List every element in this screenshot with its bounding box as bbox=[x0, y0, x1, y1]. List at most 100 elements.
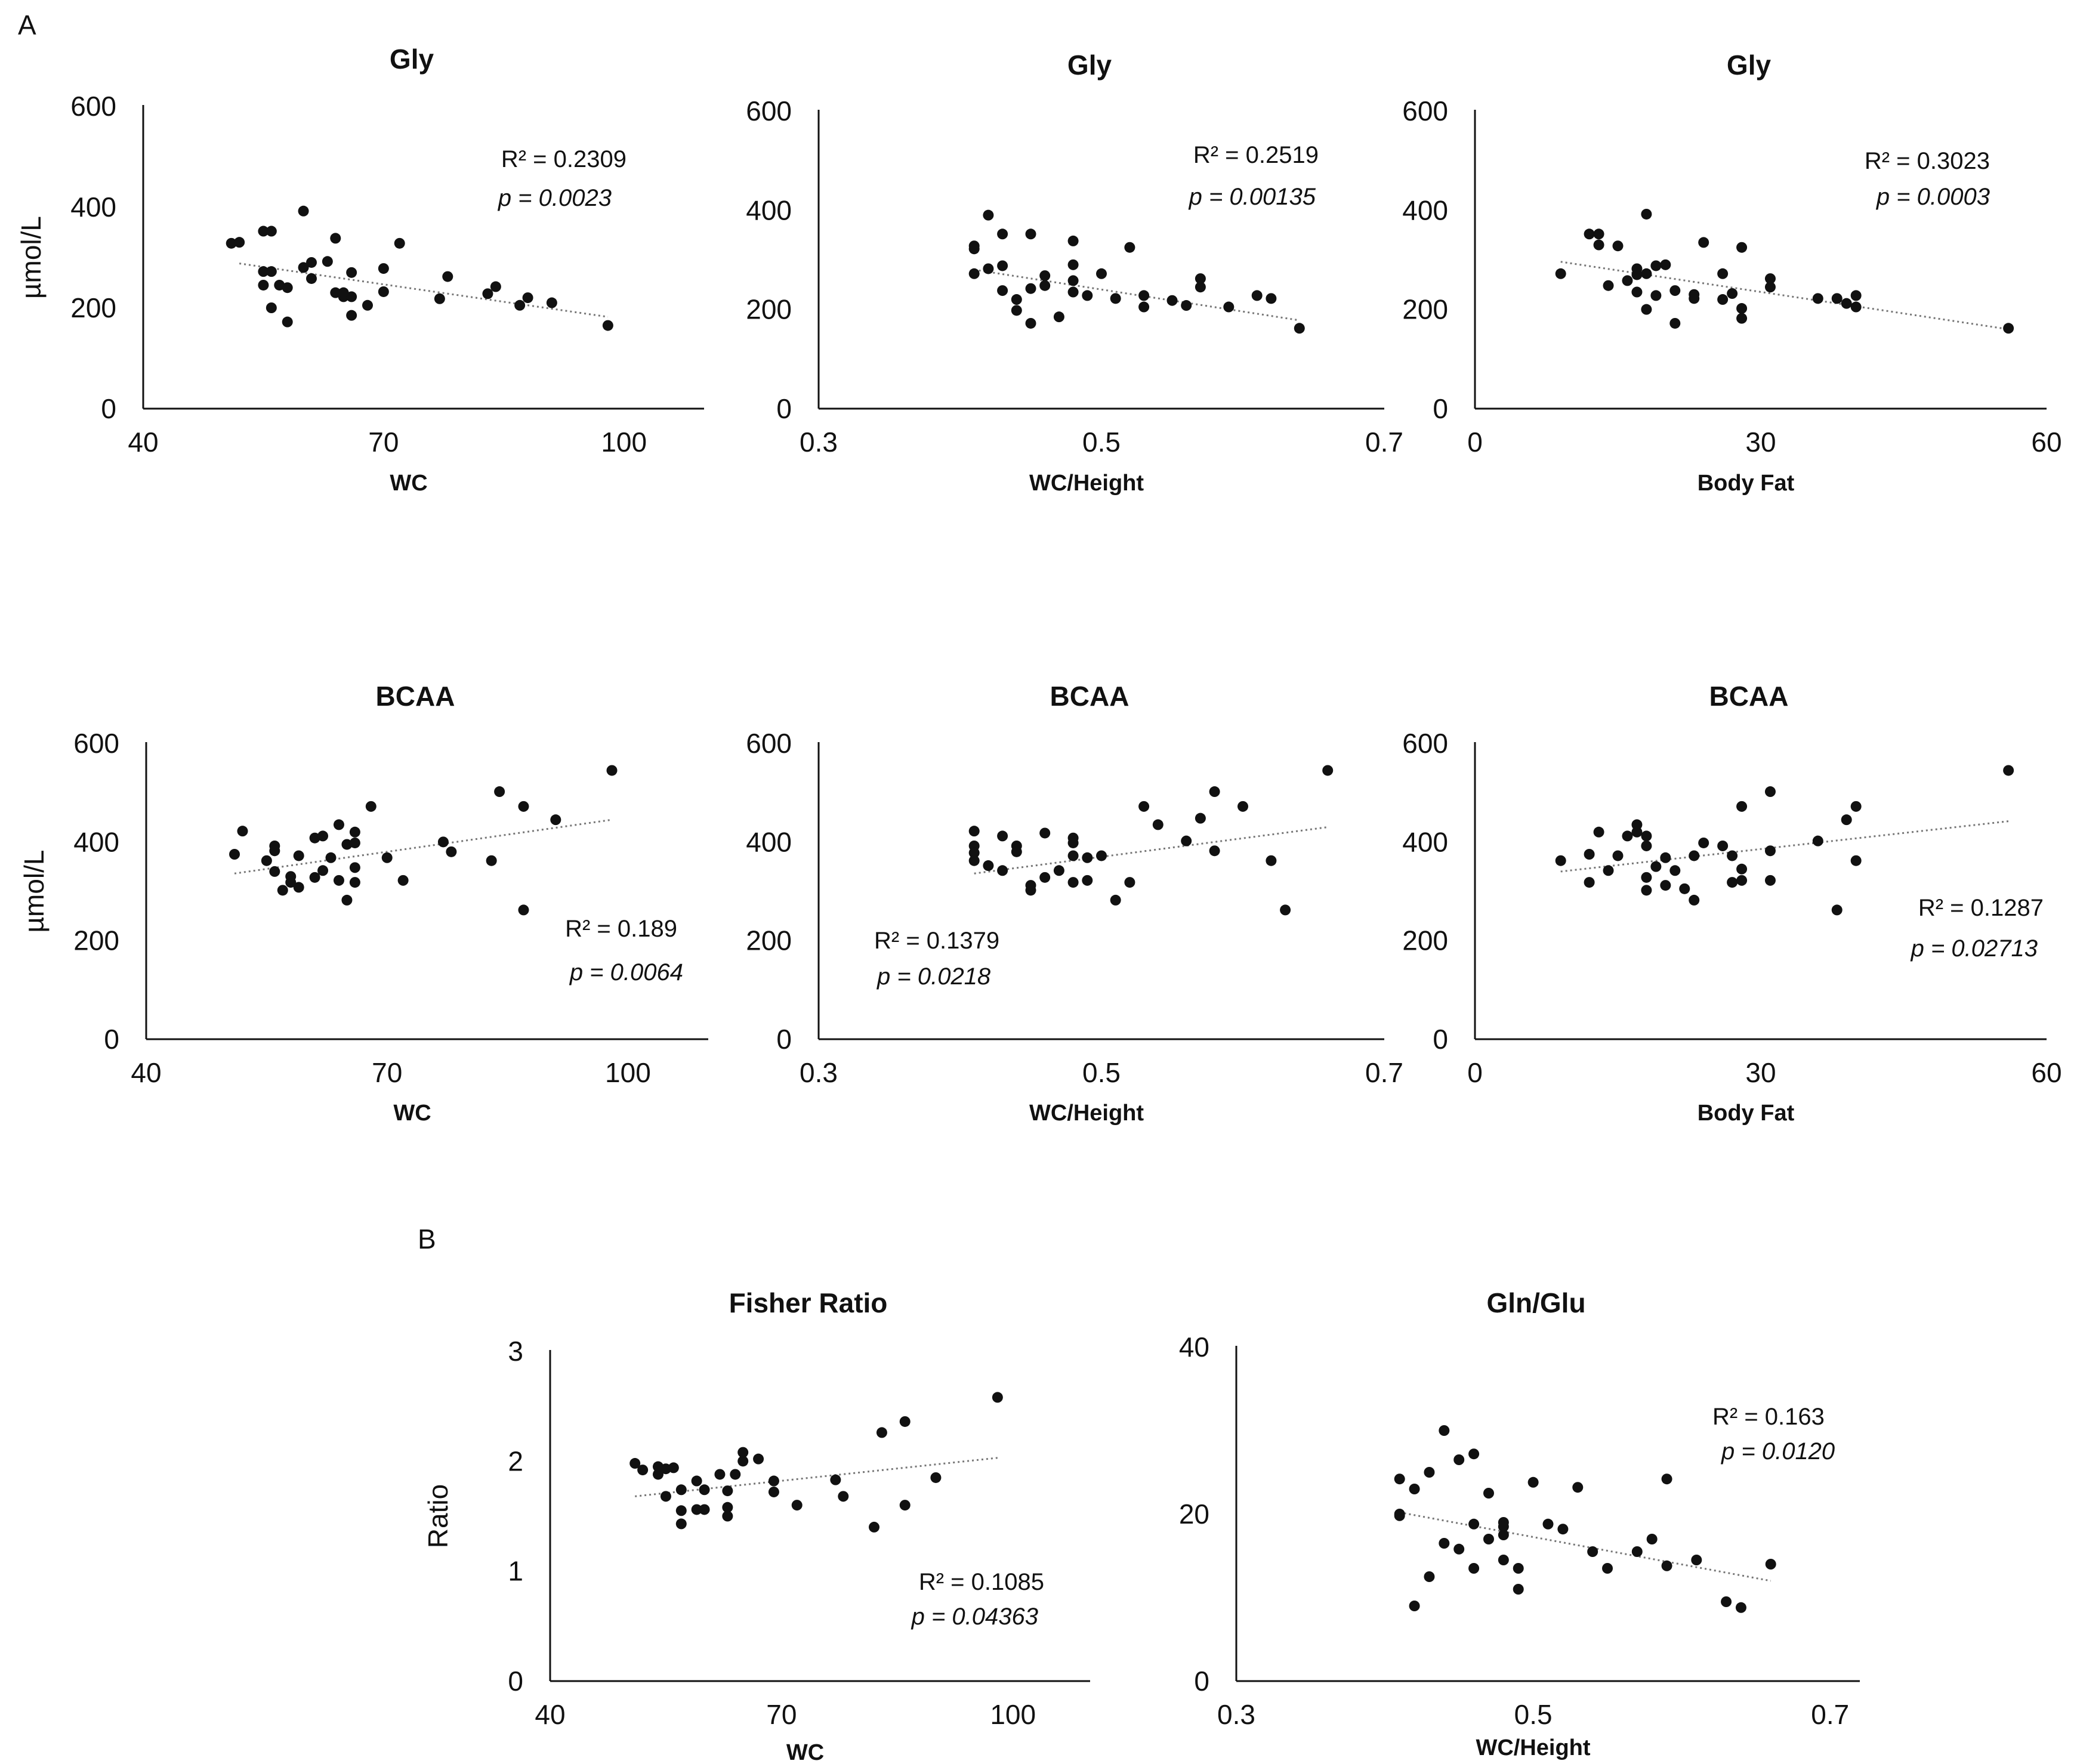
data-point bbox=[365, 801, 376, 812]
chart-title: BCAA bbox=[376, 681, 455, 712]
data-point bbox=[997, 830, 1008, 842]
data-point bbox=[876, 1427, 887, 1438]
data-point bbox=[1641, 304, 1652, 315]
x-axis-label: WC/Height bbox=[1476, 1735, 1590, 1760]
data-point bbox=[229, 849, 240, 860]
data-point bbox=[1727, 850, 1738, 861]
y-tick-label: 600 bbox=[746, 728, 792, 759]
data-point bbox=[494, 786, 505, 798]
data-point bbox=[602, 320, 613, 331]
data-point bbox=[1483, 1534, 1494, 1544]
data-point bbox=[322, 256, 333, 267]
scatter-chart-7: Fisher Ratio WC Ratio 0 1 2 3 40 70 100 R² = 0.108… bbox=[422, 1287, 1090, 1764]
data-point bbox=[285, 871, 297, 882]
data-point bbox=[514, 299, 526, 311]
data-point bbox=[1542, 1518, 1554, 1530]
data-point bbox=[1764, 273, 1776, 285]
data-point bbox=[397, 875, 409, 886]
data-point bbox=[1584, 877, 1595, 888]
scatter-chart-4: BCAA WC µmol/L 0 200 400 600 40 70 100 R² = 0.189 p… bbox=[18, 681, 708, 1126]
data-point bbox=[699, 1484, 710, 1496]
p-value-annotation: p = 0.02713 bbox=[1911, 935, 2038, 962]
data-point bbox=[1736, 863, 1748, 875]
data-point bbox=[838, 1491, 849, 1502]
x-tick-label: 60 bbox=[2031, 1057, 2061, 1088]
p-value-annotation: p = 0.00135 bbox=[1189, 184, 1316, 210]
data-point bbox=[968, 243, 980, 255]
data-point bbox=[1110, 894, 1121, 906]
data-point bbox=[1735, 1602, 1746, 1613]
data-point bbox=[226, 237, 237, 249]
p-value-annotation: p = 0.0120 bbox=[1721, 1438, 1835, 1465]
data-point bbox=[1603, 865, 1614, 876]
data-point bbox=[1736, 801, 1748, 812]
data-point bbox=[1727, 877, 1738, 888]
x-tick-label: 30 bbox=[1745, 1057, 1776, 1088]
data-point bbox=[1453, 1454, 1465, 1465]
scatter-chart-5: BCAA WC/Height 0 200 400 600 0.3 0.5 0.7 R² = 0.1… bbox=[746, 681, 1403, 1126]
data-point bbox=[1468, 1448, 1480, 1460]
y-tick-label: 400 bbox=[70, 191, 116, 223]
data-point bbox=[968, 855, 980, 866]
data-point bbox=[1698, 837, 1709, 848]
data-point bbox=[269, 845, 280, 857]
x-tick-label: 30 bbox=[1745, 427, 1776, 458]
data-point bbox=[1841, 814, 1852, 826]
y-tick-label: 0 bbox=[776, 1024, 792, 1055]
data-point bbox=[1424, 1467, 1435, 1478]
data-point bbox=[349, 837, 360, 848]
data-point bbox=[1631, 1546, 1643, 1557]
data-point bbox=[1067, 837, 1079, 848]
data-point bbox=[1067, 275, 1079, 286]
data-point bbox=[1251, 290, 1263, 301]
data-point bbox=[1660, 259, 1671, 270]
data-point bbox=[1124, 242, 1135, 253]
data-point bbox=[1011, 846, 1022, 857]
scatter-chart-3: Gly Body Fat 0 200 400 600 0 30 60 R² = 0.3023 p =… bbox=[1402, 50, 2061, 496]
data-point bbox=[298, 262, 309, 273]
x-axis-label: WC bbox=[786, 1740, 824, 1764]
data-point bbox=[306, 273, 317, 284]
data-point bbox=[1223, 301, 1235, 313]
r-squared-annotation: R² = 0.1085 bbox=[919, 1569, 1044, 1595]
data-point bbox=[1138, 301, 1150, 313]
data-point bbox=[317, 865, 329, 876]
data-point bbox=[306, 257, 317, 268]
chart-title: Gln/Glu bbox=[1486, 1287, 1585, 1318]
trendline bbox=[974, 826, 1328, 875]
x-tick-label: 0.3 bbox=[800, 1057, 838, 1088]
data-point bbox=[691, 1504, 702, 1515]
data-point bbox=[258, 225, 269, 237]
data-point bbox=[1498, 1521, 1509, 1532]
y-tick-label: 200 bbox=[70, 292, 116, 323]
data-point bbox=[1831, 293, 1843, 304]
data-point bbox=[1181, 835, 1192, 847]
data-point bbox=[341, 839, 353, 850]
p-value-annotation: p = 0.0023 bbox=[498, 185, 612, 211]
data-point bbox=[1593, 239, 1604, 251]
x-tick-label: 60 bbox=[2031, 427, 2061, 458]
data-point bbox=[1850, 290, 1862, 301]
data-point bbox=[1067, 286, 1079, 298]
data-point bbox=[1698, 237, 1709, 248]
y-tick-label: 600 bbox=[73, 728, 119, 759]
x-tick-label: 40 bbox=[128, 427, 158, 458]
scatter-chart-6: BCAA Body Fat 0 200 400 600 0 30 60 R² = 0.1287 p … bbox=[1402, 681, 2061, 1126]
data-point bbox=[333, 875, 344, 886]
data-point bbox=[1082, 290, 1093, 301]
chart-title: Gly bbox=[1727, 50, 1772, 81]
trendline bbox=[974, 268, 1300, 322]
x-axis-label: WC bbox=[390, 471, 427, 496]
trendline bbox=[635, 1457, 998, 1497]
chart-title: BCAA bbox=[1709, 681, 1789, 712]
data-point bbox=[338, 287, 349, 298]
data-point bbox=[968, 826, 980, 837]
data-point bbox=[277, 885, 288, 896]
data-point bbox=[1736, 242, 1748, 253]
data-point bbox=[722, 1510, 733, 1522]
data-point bbox=[1764, 786, 1776, 798]
scatter-chart-2: Gly WC/Height 0 200 400 600 0.3 0.5 0.7 R² = 0.25… bbox=[746, 50, 1403, 496]
data-point bbox=[1124, 877, 1135, 888]
data-point bbox=[2003, 323, 2014, 334]
data-point bbox=[930, 1472, 942, 1483]
